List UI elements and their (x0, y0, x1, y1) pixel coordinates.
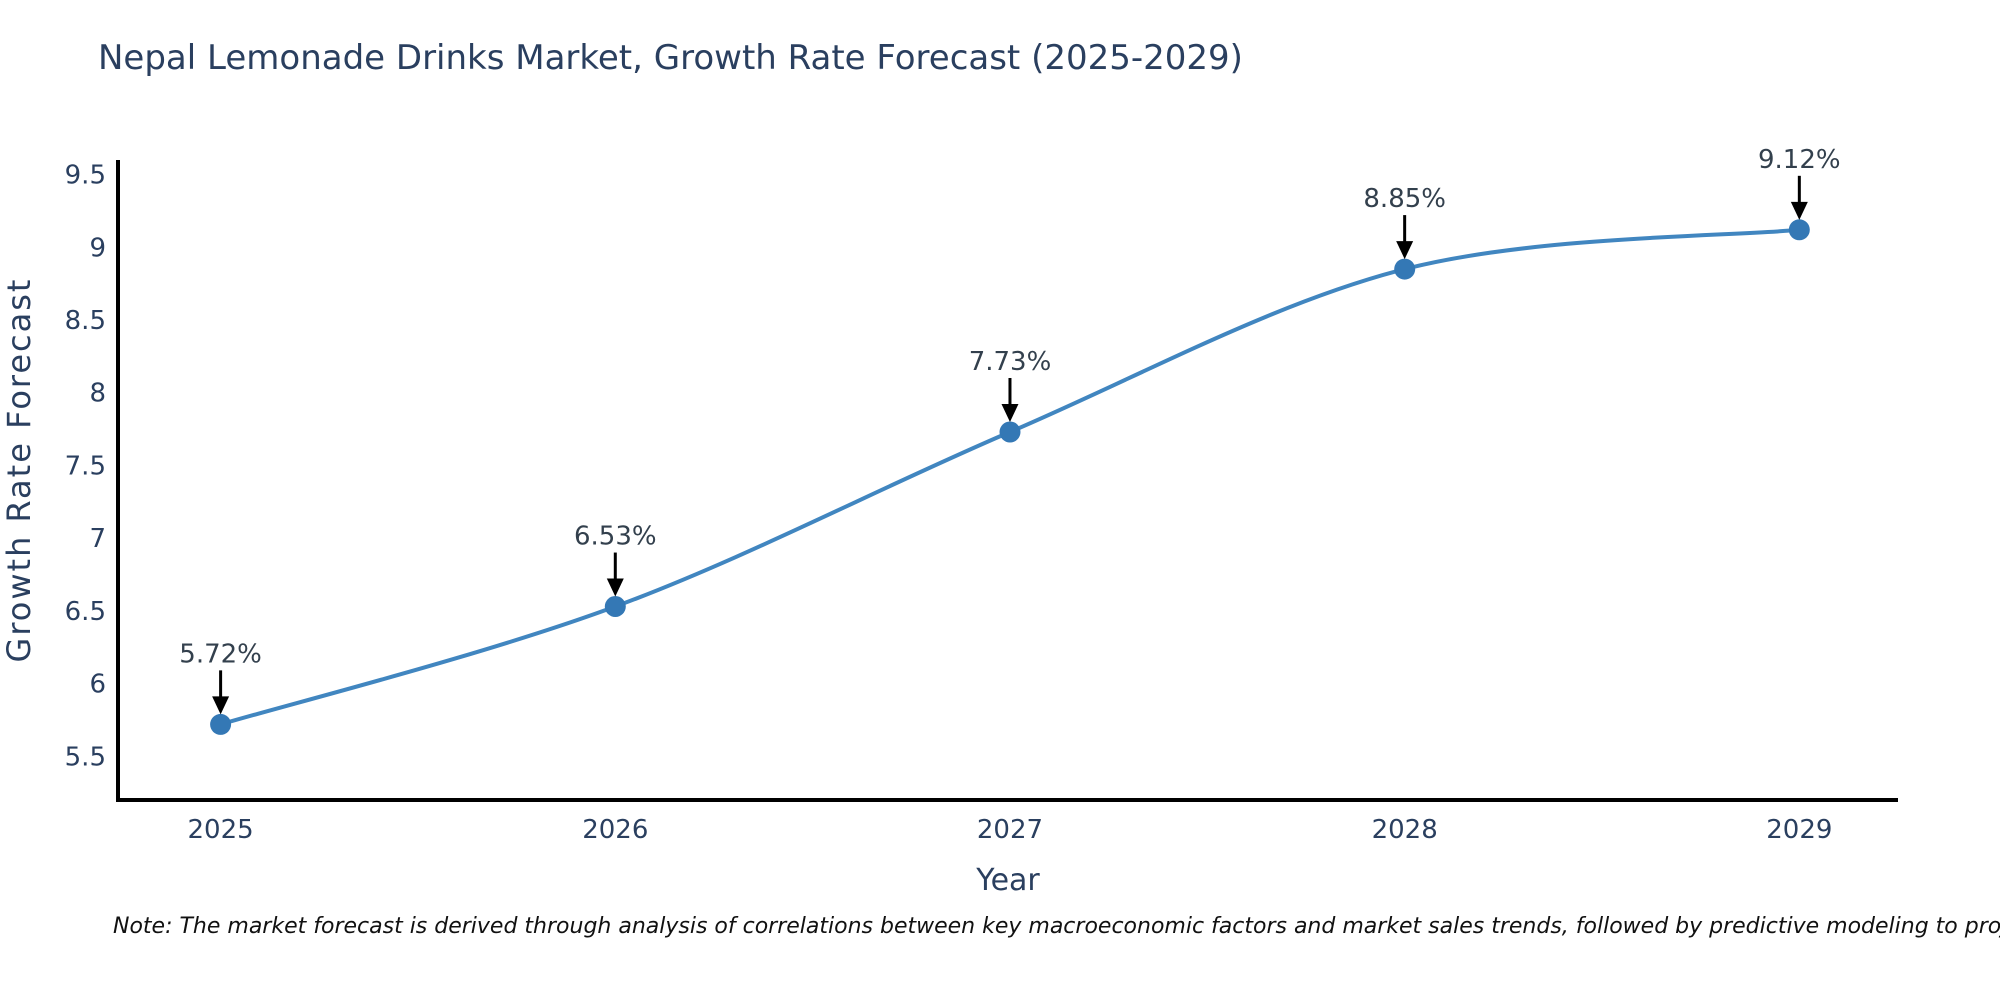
axes (116, 160, 1898, 802)
y-tick-label: 9.5 (65, 161, 106, 191)
data-point[interactable] (604, 596, 626, 617)
annotation-arrowhead-icon (1790, 201, 1808, 220)
y-tick-label: 9 (89, 233, 106, 263)
y-tick-labels: 5.5 6 6.5 7 7.5 8 8.5 9 9.5 (65, 161, 106, 773)
annotation-arrowhead-icon (606, 578, 624, 597)
point-annotation-label: 9.12% (1758, 145, 1841, 175)
y-tick-label: 8 (89, 379, 106, 409)
point-annotation-label: 5.72% (179, 639, 262, 669)
x-tick-labels: 2025 2026 2027 2028 2029 (188, 815, 1833, 845)
x-tick-label: 2028 (1372, 815, 1438, 845)
y-tick-label: 7 (89, 524, 106, 554)
point-annotation: 6.53% (574, 522, 657, 597)
x-tick-label: 2029 (1766, 815, 1832, 845)
x-tick-label: 2027 (977, 815, 1043, 845)
point-annotation-label: 7.73% (969, 347, 1052, 377)
data-points-group (210, 219, 1810, 735)
data-point[interactable] (1394, 258, 1416, 280)
y-tick-label: 8.5 (65, 306, 106, 336)
point-annotation-label: 6.53% (574, 522, 657, 552)
annotations-group: 5.72% 6.53% 7.73% 8.85% 9.12% (179, 145, 1841, 715)
x-tick-label: 2026 (582, 815, 648, 845)
footnote: Note: The market forecast is derived thr… (113, 914, 2000, 939)
annotation-arrowhead-icon (212, 696, 230, 715)
y-tick-label: 6 (89, 670, 106, 700)
data-point[interactable] (210, 713, 232, 735)
y-tick-label: 6.5 (65, 597, 106, 627)
series-line (218, 227, 1802, 727)
x-axis-title: Year (975, 863, 1040, 898)
point-annotation-label: 8.85% (1363, 184, 1446, 214)
y-tick-label: 7.5 (65, 451, 106, 481)
y-axis-title: Growth Rate Forecast (0, 278, 38, 663)
annotation-arrowhead-icon (1396, 241, 1414, 260)
x-tick-label: 2025 (188, 815, 254, 845)
chart-title: Nepal Lemonade Drinks Market, Growth Rat… (98, 38, 1243, 78)
data-point[interactable] (1788, 219, 1810, 241)
annotation-arrowhead-icon (1001, 404, 1019, 422)
point-annotation: 8.85% (1363, 184, 1446, 260)
point-annotation: 9.12% (1758, 145, 1841, 220)
point-annotation: 5.72% (179, 639, 262, 715)
series-line-group (218, 227, 1802, 727)
y-tick-label: 5.5 (65, 742, 106, 772)
point-annotation: 7.73% (969, 347, 1052, 422)
data-point[interactable] (999, 421, 1021, 443)
